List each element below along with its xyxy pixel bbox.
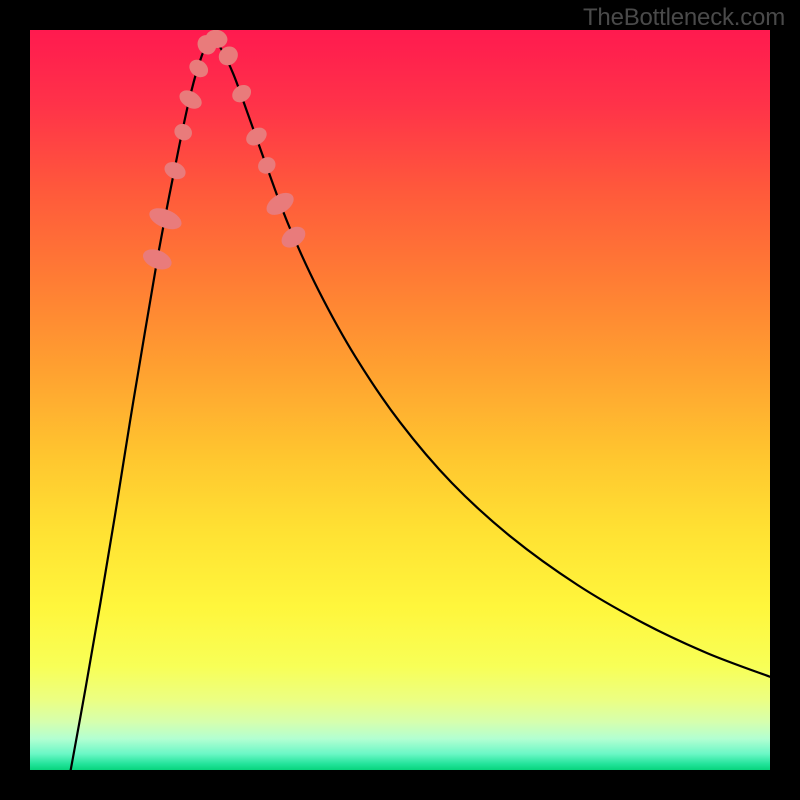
watermark-text: TheBottleneck.com bbox=[583, 4, 785, 32]
gradient-background bbox=[30, 30, 770, 770]
chart-area bbox=[30, 30, 770, 770]
